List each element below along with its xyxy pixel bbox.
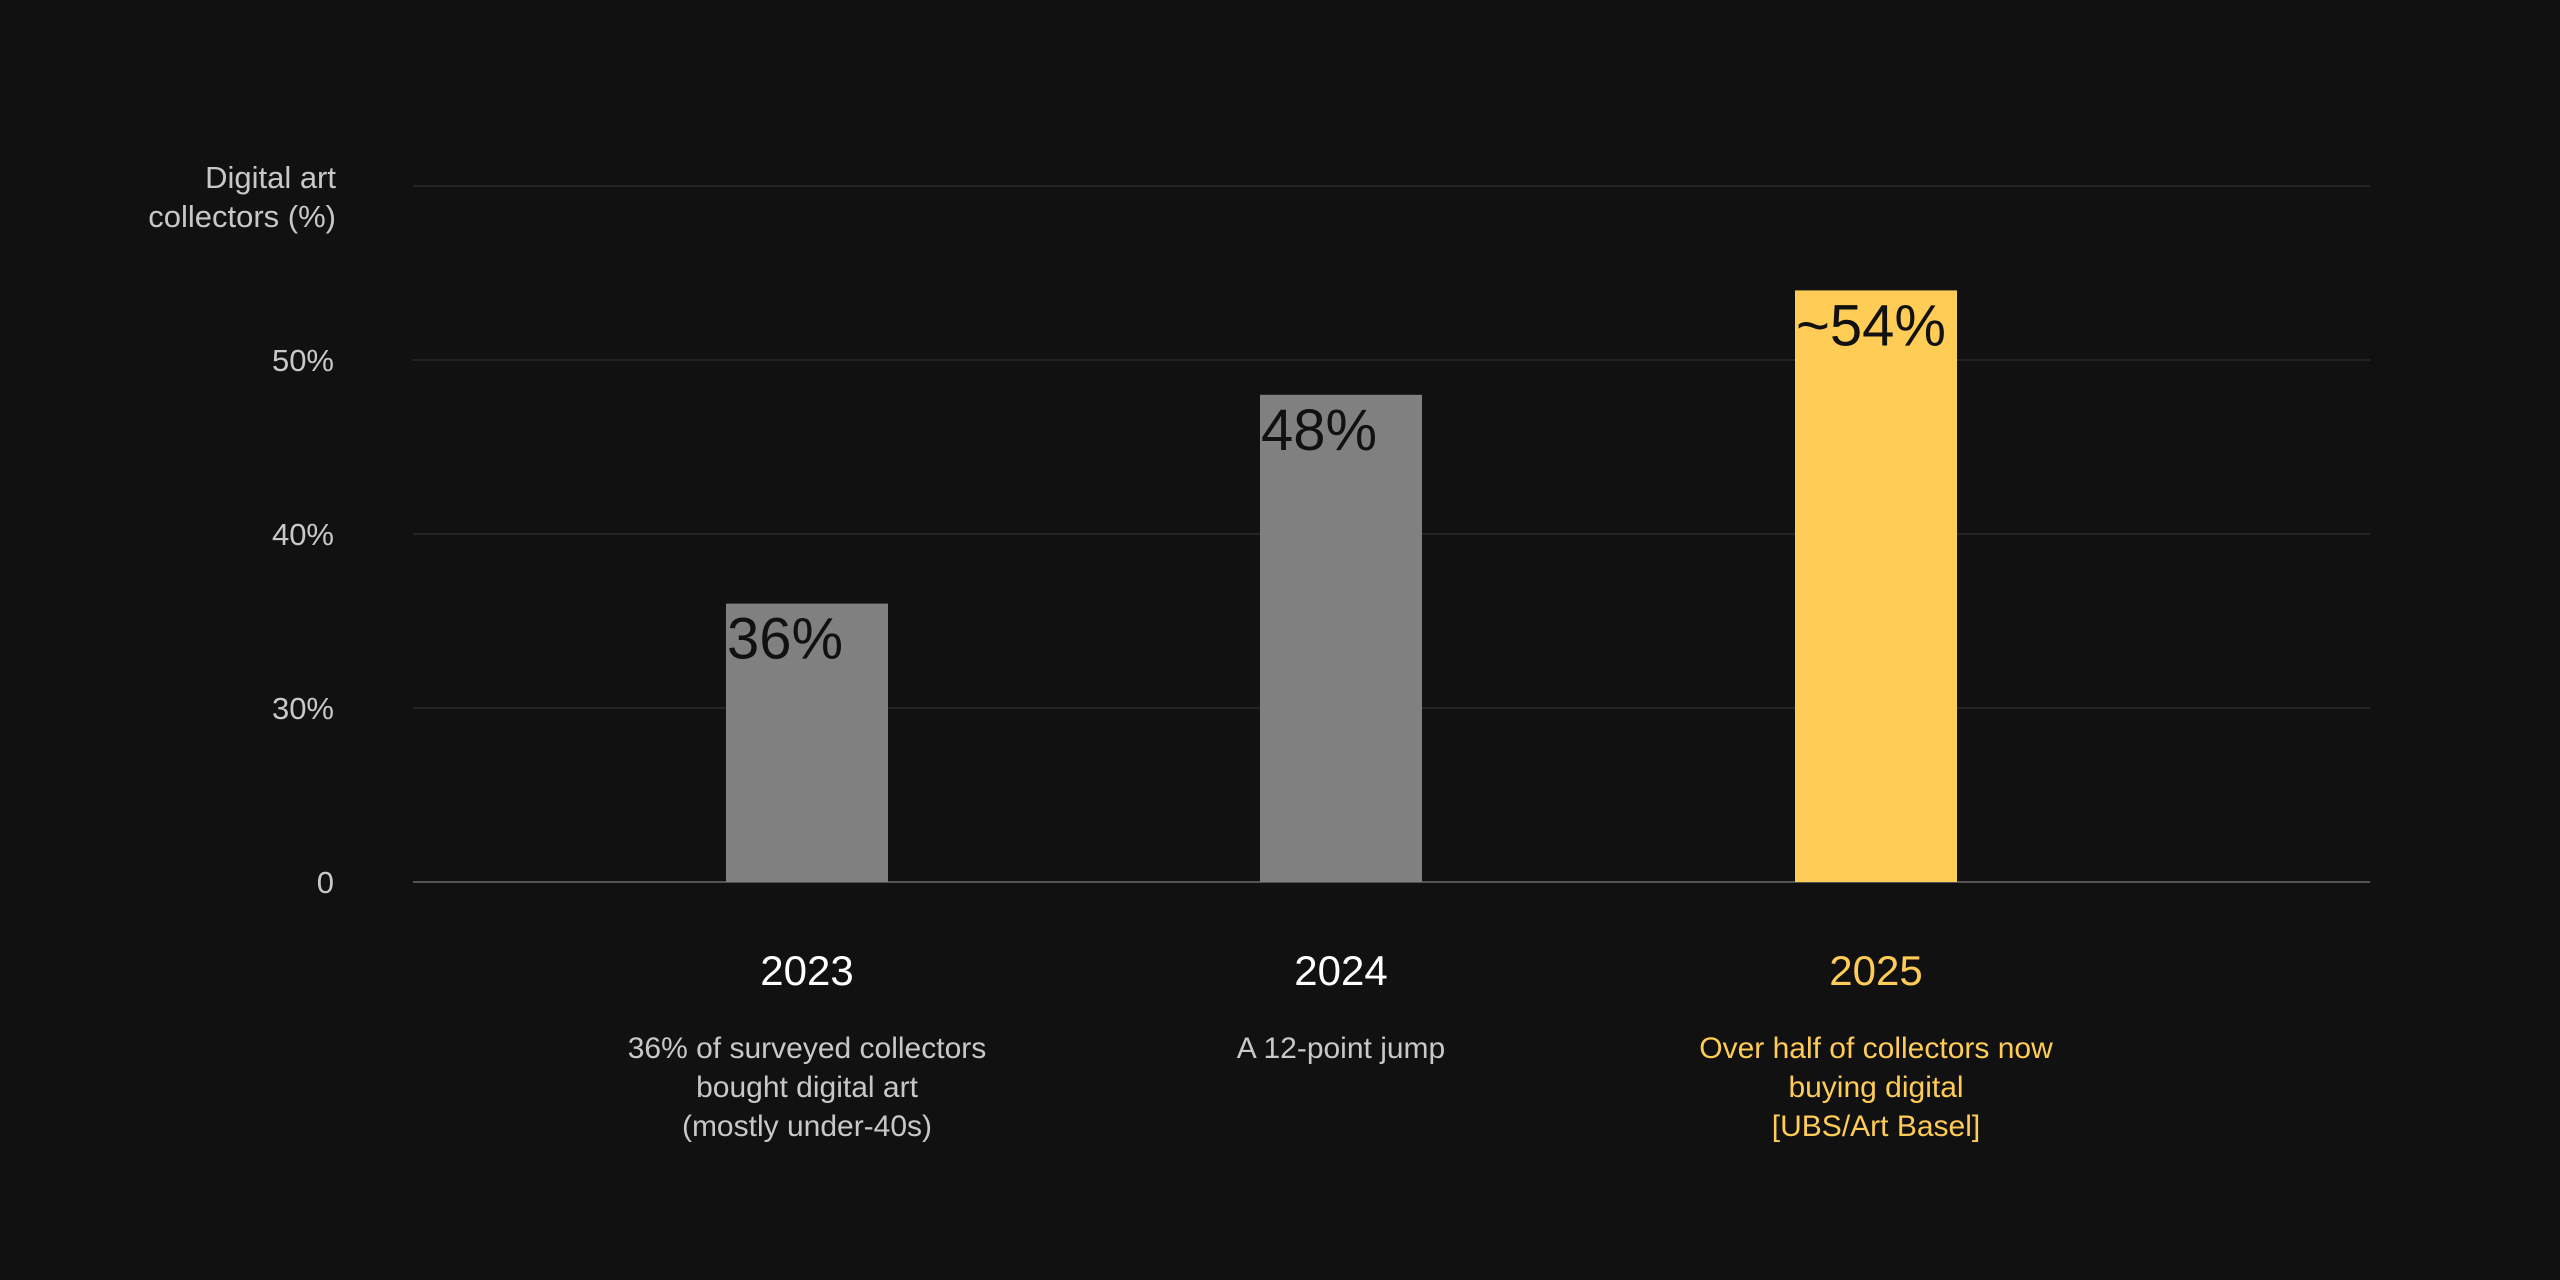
- category-note-line-2023: bought digital art: [696, 1071, 918, 1104]
- y-tick-label: 50%: [272, 343, 334, 378]
- bars: [726, 290, 1957, 882]
- bar-data-labels: 36% 48% ~54%: [727, 293, 1946, 671]
- bar-2024: [1260, 394, 1422, 882]
- x-axis-category-labels: 2023 2024 2025: [760, 947, 1922, 994]
- bar-data-label-2024: 48%: [1261, 398, 1377, 463]
- category-note-line-2025: buying digital: [1788, 1071, 1963, 1104]
- y-axis-ticks: 0 30% 40% 50%: [272, 343, 334, 900]
- x-category-label-2025: 2025: [1829, 947, 1922, 994]
- y-tick-label: 40%: [272, 517, 334, 552]
- x-category-label-2024: 2024: [1294, 947, 1387, 994]
- category-note-line-2024: A 12-point jump: [1237, 1032, 1445, 1065]
- category-note-line-2025: [UBS/Art Basel]: [1772, 1110, 1980, 1143]
- bar-2023: [726, 603, 888, 882]
- category-note-line-2023: (mostly under-40s): [682, 1110, 932, 1143]
- bar-data-label-2023: 36%: [727, 607, 843, 672]
- category-note-line-2023: 36% of surveyed collectors: [628, 1032, 987, 1065]
- category-notes: 36% of surveyed collectors bought digital…: [628, 1032, 2053, 1143]
- bar-data-label-2025: ~54%: [1796, 293, 1946, 358]
- y-axis-title-line: collectors (%): [148, 199, 336, 234]
- y-axis-title-line: Digital art: [205, 160, 336, 195]
- bar-2025: [1795, 290, 1957, 882]
- category-note-line-2025: Over half of collectors now: [1699, 1032, 2053, 1065]
- y-axis-title: Digital art collectors (%): [148, 160, 336, 234]
- y-tick-label: 0: [317, 865, 334, 900]
- x-category-label-2023: 2023: [760, 947, 853, 994]
- y-tick-label: 30%: [272, 691, 334, 726]
